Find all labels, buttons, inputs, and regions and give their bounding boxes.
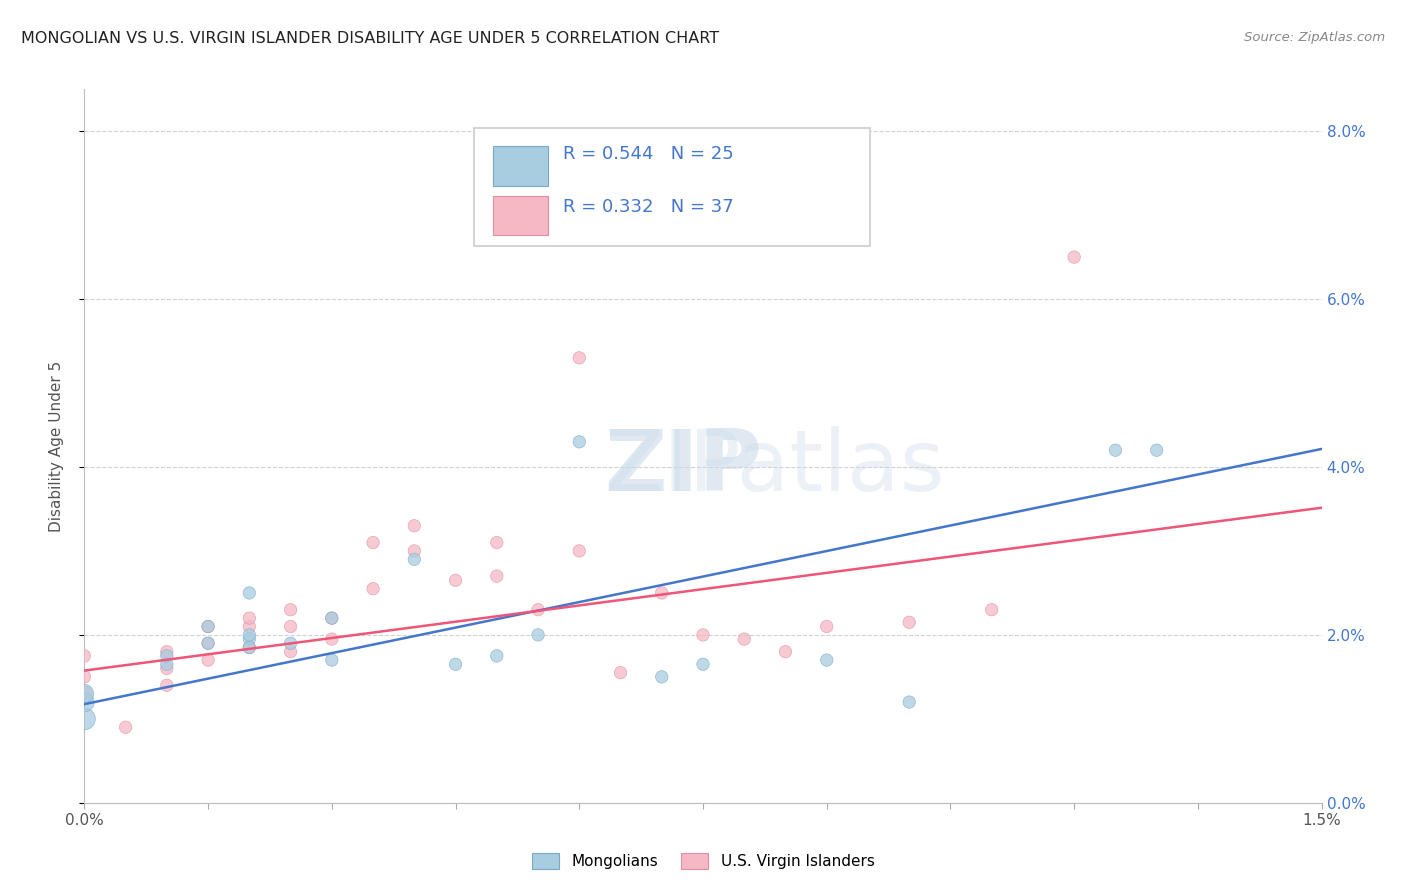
Point bbox=[197, 619, 219, 633]
Point bbox=[775, 645, 797, 659]
Point bbox=[321, 611, 343, 625]
Point bbox=[197, 619, 219, 633]
Point bbox=[361, 582, 384, 596]
Point bbox=[280, 636, 302, 650]
Point bbox=[321, 653, 343, 667]
Point bbox=[361, 535, 384, 549]
Point bbox=[568, 544, 591, 558]
Point bbox=[1063, 250, 1085, 264]
Legend: Mongolians, U.S. Virgin Islanders: Mongolians, U.S. Virgin Islanders bbox=[526, 847, 880, 875]
Point bbox=[238, 619, 260, 633]
Point bbox=[609, 665, 631, 680]
Point bbox=[114, 720, 136, 734]
Point bbox=[980, 603, 1002, 617]
Point bbox=[898, 695, 921, 709]
Point bbox=[485, 535, 508, 549]
Point bbox=[651, 586, 673, 600]
Point bbox=[197, 653, 219, 667]
Point bbox=[238, 632, 260, 646]
Point bbox=[280, 645, 302, 659]
Point bbox=[238, 640, 260, 655]
Point bbox=[651, 670, 673, 684]
Point bbox=[156, 678, 179, 692]
Point bbox=[280, 619, 302, 633]
Point bbox=[815, 619, 838, 633]
Point bbox=[321, 632, 343, 646]
Point bbox=[238, 628, 260, 642]
Text: ZIP: ZIP bbox=[605, 425, 762, 509]
Point bbox=[404, 518, 426, 533]
Point bbox=[238, 611, 260, 625]
Point bbox=[485, 569, 508, 583]
Point bbox=[73, 648, 96, 663]
Point bbox=[73, 687, 96, 701]
FancyBboxPatch shape bbox=[474, 128, 870, 246]
Point bbox=[692, 628, 714, 642]
Point bbox=[73, 687, 96, 701]
Point bbox=[527, 603, 550, 617]
Point bbox=[404, 544, 426, 558]
Y-axis label: Disability Age Under 5: Disability Age Under 5 bbox=[49, 360, 63, 532]
Point bbox=[404, 552, 426, 566]
Point bbox=[73, 695, 96, 709]
Text: R = 0.332   N = 37: R = 0.332 N = 37 bbox=[564, 198, 734, 216]
Point bbox=[485, 648, 508, 663]
Point bbox=[280, 603, 302, 617]
Text: MONGOLIAN VS U.S. VIRGIN ISLANDER DISABILITY AGE UNDER 5 CORRELATION CHART: MONGOLIAN VS U.S. VIRGIN ISLANDER DISABI… bbox=[21, 31, 720, 46]
Point bbox=[73, 670, 96, 684]
Point bbox=[1104, 443, 1126, 458]
Point bbox=[568, 434, 591, 449]
Point bbox=[1146, 443, 1168, 458]
FancyBboxPatch shape bbox=[492, 196, 548, 235]
Text: Source: ZipAtlas.com: Source: ZipAtlas.com bbox=[1244, 31, 1385, 45]
Text: ZIPatlas: ZIPatlas bbox=[605, 425, 945, 509]
Point bbox=[238, 586, 260, 600]
Point bbox=[444, 574, 467, 588]
Point bbox=[156, 648, 179, 663]
Point bbox=[527, 628, 550, 642]
Point bbox=[692, 657, 714, 672]
Point bbox=[156, 661, 179, 675]
FancyBboxPatch shape bbox=[492, 146, 548, 186]
Point bbox=[156, 657, 179, 672]
Point bbox=[73, 712, 96, 726]
Text: R = 0.544   N = 25: R = 0.544 N = 25 bbox=[564, 145, 734, 163]
Point bbox=[238, 640, 260, 655]
Point bbox=[733, 632, 755, 646]
Point bbox=[156, 645, 179, 659]
Point bbox=[568, 351, 591, 365]
Point bbox=[898, 615, 921, 630]
Point bbox=[197, 636, 219, 650]
Point bbox=[444, 657, 467, 672]
Point bbox=[197, 636, 219, 650]
Point bbox=[815, 653, 838, 667]
Point bbox=[321, 611, 343, 625]
